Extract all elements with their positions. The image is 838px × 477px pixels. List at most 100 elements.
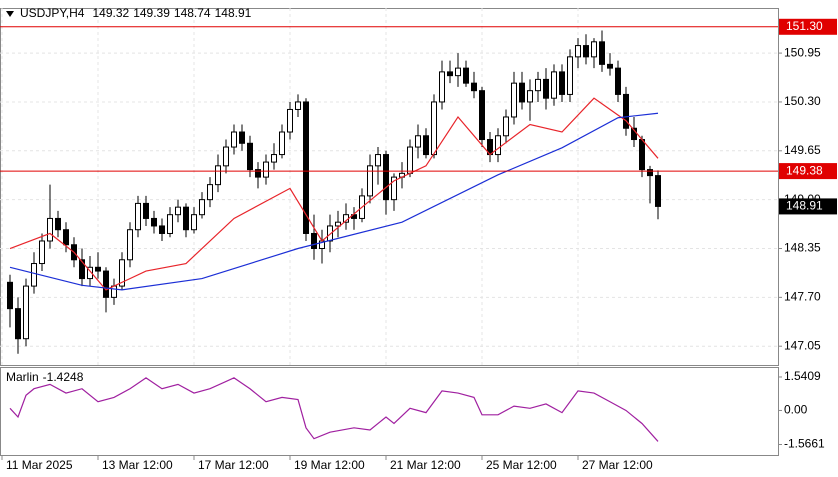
- y-tick-label: 147.70: [784, 290, 821, 304]
- candle-body: [615, 67, 621, 95]
- y-tick-label: -1.5661: [784, 437, 825, 451]
- candle-body: [655, 175, 661, 207]
- candle-body: [455, 67, 461, 77]
- candle-body: [463, 67, 469, 84]
- candle-body: [39, 240, 45, 265]
- x-tick-label: 25 Mar 12:00: [486, 458, 557, 472]
- candle-body: [23, 285, 29, 340]
- indicator-label: Marlin -1.4248: [6, 370, 84, 384]
- candle-body: [623, 93, 629, 129]
- y-tick-label: 0.00: [784, 403, 808, 417]
- candle-body: [439, 71, 445, 103]
- candle-body: [31, 263, 37, 287]
- candle-body: [95, 266, 101, 272]
- level-box: [779, 18, 837, 35]
- y-tick-label: 1.5409: [784, 369, 821, 383]
- candle-body: [135, 202, 141, 231]
- high: 149.39: [133, 6, 170, 20]
- candle-body: [263, 161, 269, 178]
- candle-body: [151, 217, 157, 227]
- candle-body: [519, 82, 525, 103]
- candle-body: [199, 199, 205, 216]
- candle-body: [567, 56, 573, 95]
- collapse-icon[interactable]: [6, 11, 14, 17]
- y-tick-label: 150.30: [784, 94, 821, 108]
- candle-body: [15, 308, 21, 340]
- x-tick-label: 11 Mar 2025: [6, 458, 73, 472]
- candle-body: [143, 202, 149, 219]
- indicator-line: [9, 97, 659, 291]
- candle-body: [607, 63, 613, 69]
- level-label: 151.30: [786, 19, 823, 33]
- x-tick-label: 21 Mar 12:00: [390, 458, 461, 472]
- candle-body: [295, 101, 301, 110]
- price-box: [779, 198, 837, 215]
- candle-body: [583, 45, 589, 58]
- candle-body: [231, 131, 237, 148]
- candle-body: [407, 146, 413, 174]
- candle-body: [543, 78, 549, 99]
- y-tick-label: 147.05: [784, 338, 821, 352]
- y-tick-label: 150.95: [784, 45, 821, 59]
- candle-body: [431, 101, 437, 156]
- candle-body: [551, 71, 557, 99]
- candle-body: [639, 139, 645, 171]
- indicator-line: [9, 112, 659, 291]
- candle-body: [191, 214, 197, 231]
- candle-body: [55, 217, 61, 231]
- candle-body: [111, 285, 117, 298]
- level-box: [779, 163, 837, 180]
- candle-body: [559, 71, 565, 95]
- close: 148.91: [215, 6, 252, 20]
- candle-body: [7, 281, 13, 310]
- candle-body: [591, 41, 597, 58]
- candle-body: [183, 206, 189, 231]
- candle-body: [303, 101, 309, 234]
- candle-body: [495, 135, 501, 156]
- candle-body: [367, 165, 373, 197]
- candle-body: [167, 214, 173, 234]
- candle-body: [239, 131, 245, 144]
- candle-body: [271, 154, 277, 163]
- y-tick-label: 148.35: [784, 241, 821, 255]
- candle-body: [575, 45, 581, 58]
- candle-body: [391, 176, 397, 201]
- indicator-frame: [0, 367, 779, 456]
- main-frame: [0, 8, 779, 366]
- x-tick-label: 13 Mar 12:00: [102, 458, 173, 472]
- candle-body: [279, 131, 285, 156]
- candle-body: [335, 221, 341, 227]
- candle-body: [311, 232, 317, 250]
- level-label: 149.38: [786, 163, 823, 177]
- candle-body: [47, 217, 53, 242]
- indicator-name: Marlin: [6, 370, 39, 384]
- candle-body: [103, 270, 109, 298]
- candle-body: [79, 259, 85, 280]
- candle-body: [535, 78, 541, 92]
- candle-body: [127, 229, 133, 261]
- candle-body: [647, 169, 653, 177]
- candle-body: [479, 90, 485, 141]
- candle-body: [383, 154, 389, 201]
- plot-layer: 150.95150.30149.65149.00148.35147.70147.…: [0, 8, 837, 472]
- candle-body: [471, 82, 477, 92]
- candle-body: [119, 259, 125, 287]
- indicator-line: [9, 377, 659, 442]
- candle-body: [207, 184, 213, 201]
- symbol: USDJPY,H4: [20, 6, 85, 20]
- candle-body: [215, 165, 221, 186]
- x-tick-label: 27 Mar 12:00: [582, 458, 653, 472]
- candle-body: [63, 229, 69, 246]
- candle-body: [415, 135, 421, 148]
- x-tick-label: 17 Mar 12:00: [198, 458, 269, 472]
- open: 149.32: [92, 6, 129, 20]
- candle-body: [255, 169, 261, 178]
- candle-body: [527, 90, 533, 103]
- candle-body: [503, 116, 509, 137]
- x-tick-label: 19 Mar 12:00: [294, 458, 365, 472]
- price-label: 148.91: [786, 199, 823, 213]
- candle-body: [223, 146, 229, 167]
- candle-body: [511, 82, 517, 118]
